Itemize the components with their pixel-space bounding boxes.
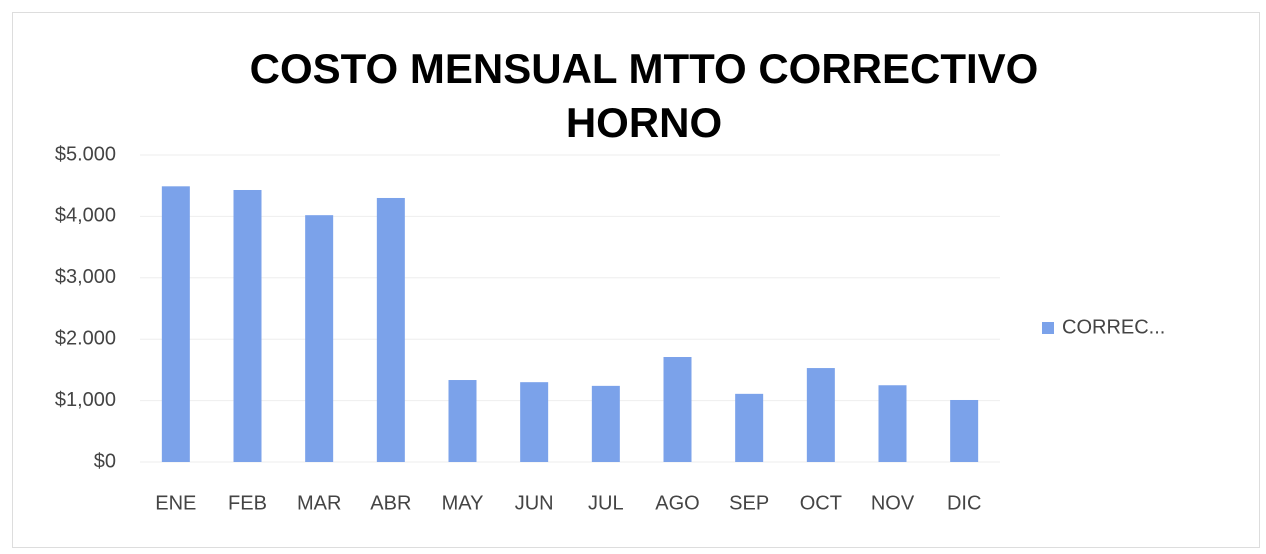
legend-swatch [1042,322,1054,334]
x-tick-label: SEP [729,492,769,514]
chart-title: COSTO MENSUAL MTTO CORRECTIVO HORNO [249,45,1039,146]
x-tick-label: MAY [442,492,484,514]
x-tick-label: MAR [297,492,341,514]
x-tick-label: JUL [588,492,624,514]
bar [663,357,692,462]
bar [376,197,405,463]
x-tick-label: JUN [515,492,554,514]
legend-label: CORREC... [1062,316,1165,338]
y-tick-label: $2.000 [55,327,116,349]
y-tick-label: $3,000 [55,266,116,288]
x-tick-label: OCT [800,492,842,514]
y-tick-label: $5.000 [55,143,116,165]
y-tick-label: $1,000 [55,389,116,411]
x-tick-label: NOV [871,492,915,514]
bar [806,368,835,462]
x-tick-label: FEB [228,492,267,514]
bar [591,385,620,462]
y-tick-label: $4,000 [55,205,116,227]
chart-frame [12,12,1260,548]
x-tick-label: DIC [947,492,981,514]
bar [735,393,764,462]
y-tick-label: $0 [94,450,116,472]
bar [878,385,907,462]
bar [950,399,979,462]
bar [233,189,262,463]
x-tick-label: AGO [655,492,699,514]
bar [448,380,477,462]
bar [161,186,190,462]
x-tick-label: ENE [155,492,196,514]
bar [305,215,334,462]
bar [520,382,549,462]
x-tick-label: ABR [370,492,411,514]
